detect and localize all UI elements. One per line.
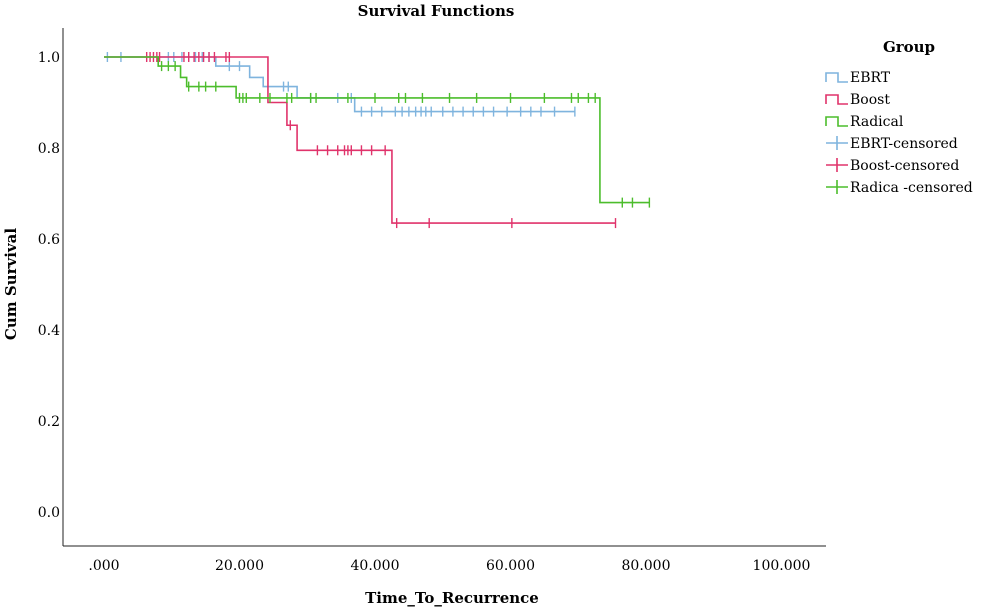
x-tick-label: 60.000 (486, 558, 535, 574)
legend-label: EBRT (850, 70, 891, 86)
y-tick-label: 0.4 (38, 323, 60, 339)
x-tick-label: .000 (88, 558, 119, 574)
series-radical (104, 56, 651, 208)
x-axis-label: Time_To_Recurrence (365, 589, 539, 607)
y-tick-label: 1.0 (38, 50, 60, 66)
legend-label: Boost (850, 92, 890, 108)
legend-swatch (825, 72, 848, 83)
legend-swatch (825, 94, 848, 105)
legend-item-boost: Boost (825, 92, 890, 108)
legend: Group EBRT Boost Radical EBRT-censored Boost… (825, 38, 973, 196)
survival-step-line (104, 56, 650, 204)
x-tick-label: 20.000 (215, 558, 264, 574)
legend-title: Group (883, 38, 935, 56)
legend-item-radica-censored: Radica -censored (826, 180, 973, 196)
x-tick-label: 40.000 (351, 558, 400, 574)
axes: .000 20.000 40.000 60.000 80.000 100.000 0.0 0.… (38, 28, 826, 574)
legend-item-ebrt-censored: EBRT-censored (826, 136, 958, 152)
y-tick-label: 0.8 (38, 141, 60, 157)
y-tick-label: 0.0 (38, 505, 60, 521)
legend-item-ebrt: EBRT (825, 70, 891, 86)
y-tick-label: 0.6 (38, 232, 60, 248)
y-axis-label: Cum Survival (2, 228, 20, 340)
series-layer (104, 52, 651, 229)
legend-label: Radica -censored (850, 180, 973, 196)
y-tick-label: 0.2 (38, 414, 60, 430)
chart-title: Survival Functions (358, 2, 515, 20)
survival-step-line (104, 56, 616, 224)
legend-item-radical: Radical (825, 114, 904, 130)
legend-label: EBRT-censored (850, 136, 958, 152)
survival-step-line (104, 56, 575, 113)
x-tick-label: 80.000 (622, 558, 671, 574)
legend-label: Radical (850, 114, 904, 130)
x-tick-label: 100.000 (753, 558, 811, 574)
legend-swatch (825, 116, 848, 127)
legend-item-boost-censored: Boost-censored (826, 158, 959, 174)
series-boost (104, 52, 617, 229)
legend-label: Boost-censored (850, 158, 959, 174)
